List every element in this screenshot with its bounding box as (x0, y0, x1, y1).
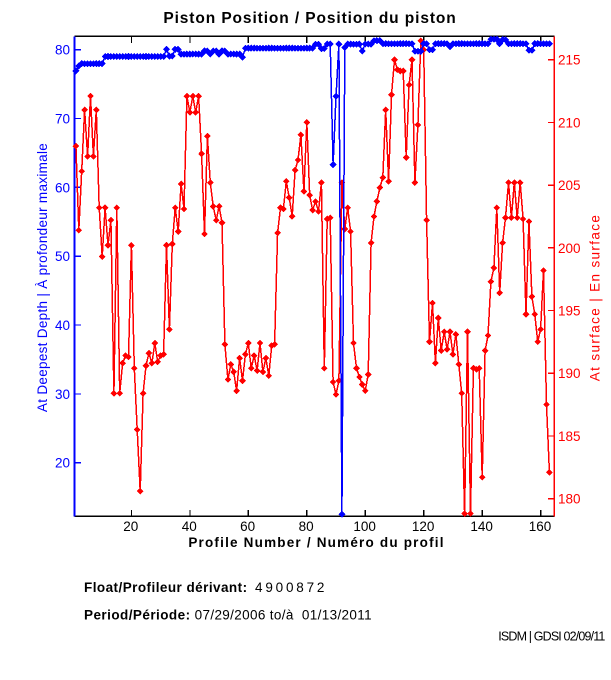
svg-text:20: 20 (123, 519, 138, 534)
svg-text:50: 50 (55, 249, 70, 264)
svg-text:Period/Période: 07/29/2006 to/: Period/Période: 07/29/2006 to/à 01/13/20… (84, 608, 372, 623)
svg-text:100: 100 (353, 519, 376, 534)
svg-text:40: 40 (182, 519, 197, 534)
svg-text:70: 70 (55, 111, 70, 126)
svg-text:Piston Position / Position du: Piston Position / Position du piston (163, 10, 456, 27)
svg-text:Float/Profileur dérivant: 490: Float/Profileur dérivant: 4900872 (84, 580, 327, 595)
svg-text:Profile Number / Numéro du pro: Profile Number / Numéro du profil (188, 535, 444, 550)
svg-text:140: 140 (470, 519, 493, 534)
svg-text:20: 20 (55, 456, 70, 471)
svg-text:60: 60 (55, 180, 70, 195)
svg-text:80: 80 (299, 519, 314, 534)
svg-text:At surface | En surface: At surface | En surface (588, 214, 603, 381)
svg-text:205: 205 (558, 178, 581, 193)
svg-text:210: 210 (558, 115, 581, 130)
svg-text:160: 160 (529, 519, 552, 534)
svg-text:180: 180 (558, 492, 581, 507)
svg-text:120: 120 (412, 519, 435, 534)
svg-text:215: 215 (558, 53, 581, 68)
svg-text:60: 60 (240, 519, 255, 534)
svg-text:200: 200 (558, 241, 581, 256)
svg-text:185: 185 (558, 429, 581, 444)
svg-text:At Deepest Depth | À profondeu: At Deepest Depth | À profondeur maximale (35, 143, 50, 412)
svg-text:30: 30 (55, 387, 70, 402)
svg-text:195: 195 (558, 304, 581, 319)
svg-text:40: 40 (55, 318, 70, 333)
svg-text:190: 190 (558, 366, 581, 381)
svg-text:80: 80 (55, 43, 70, 58)
svg-text:ISDM | GDSI 02/09/11: ISDM | GDSI 02/09/11 (498, 629, 605, 643)
